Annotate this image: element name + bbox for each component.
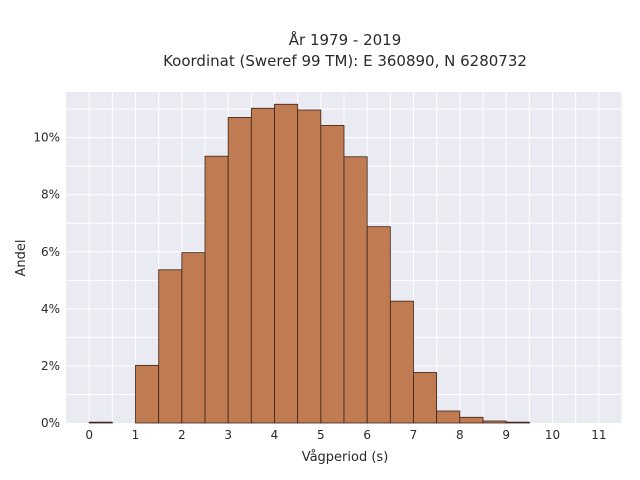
histogram-bar [297, 109, 322, 424]
histogram-bar [227, 116, 252, 424]
x-axis-label: Vågperiod (s) [302, 450, 389, 465]
y-tick-label: 4% [41, 302, 60, 316]
histogram-bar [343, 156, 368, 424]
y-tick-label: 8% [41, 188, 60, 202]
y-tick-label: 0% [41, 416, 60, 430]
histogram-bar [459, 416, 484, 424]
x-tick-label: 7 [410, 428, 418, 442]
y-tick-label: 10% [33, 131, 60, 145]
x-tick-label: 1 [132, 428, 140, 442]
y-axis-ticks: 0% 2% 4% 6% 8% 10% [33, 131, 60, 430]
x-tick-label: 10 [545, 428, 560, 442]
histogram-bar [436, 410, 461, 424]
x-tick-label: 3 [224, 428, 232, 442]
histogram-bar [250, 107, 275, 424]
histogram-bar [505, 421, 530, 424]
x-tick-label: 9 [502, 428, 510, 442]
chart-title-line1: År 1979 - 2019 [289, 30, 402, 49]
histogram-bar [482, 420, 507, 424]
histogram-bar [413, 372, 438, 424]
x-tick-label: 6 [363, 428, 371, 442]
x-tick-label: 8 [456, 428, 464, 442]
x-tick-label: 5 [317, 428, 325, 442]
y-tick-label: 6% [41, 245, 60, 259]
x-axis-ticks: 0 1 2 3 4 5 6 7 8 9 10 11 [85, 428, 606, 442]
x-tick-label: 0 [85, 428, 93, 442]
x-tick-label: 11 [591, 428, 606, 442]
histogram-bar [274, 103, 299, 424]
bars [88, 103, 530, 424]
x-tick-label: 4 [271, 428, 279, 442]
chart-title-line2: Koordinat (Sweref 99 TM): E 360890, N 62… [163, 52, 527, 70]
histogram-bar [389, 300, 414, 424]
y-tick-label: 2% [41, 359, 60, 373]
histogram-bar [204, 155, 229, 424]
histogram-bar [366, 226, 391, 424]
histogram-bar [158, 269, 183, 424]
histogram-bar [320, 124, 345, 424]
histogram-bar [88, 421, 113, 424]
y-axis-label: Andel [14, 240, 29, 277]
histogram-bar [181, 252, 206, 424]
histogram-bar [135, 364, 160, 424]
x-tick-label: 2 [178, 428, 186, 442]
